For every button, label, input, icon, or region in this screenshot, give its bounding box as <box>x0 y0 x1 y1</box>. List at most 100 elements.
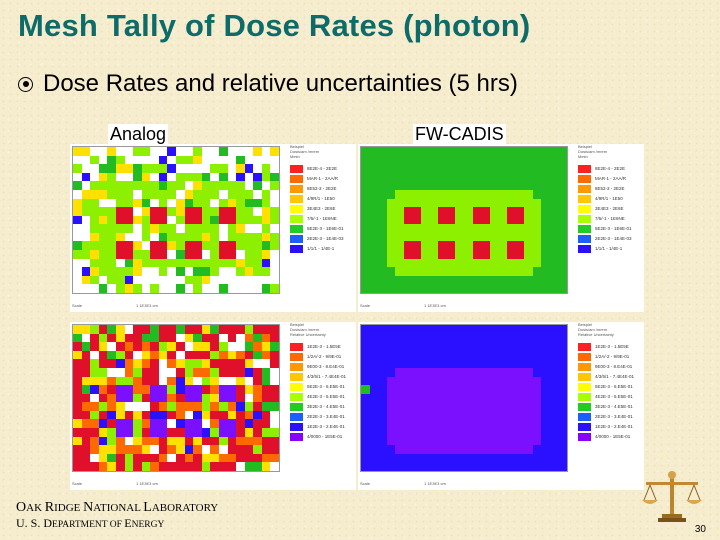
mesh-cell <box>158 198 168 208</box>
mesh-cell <box>90 325 100 335</box>
mesh-cell <box>541 462 551 472</box>
mesh-cell <box>361 164 371 174</box>
mesh-cell <box>395 250 405 260</box>
legend-entry: 1E2E-3 - 2.E4E-01 <box>290 422 352 432</box>
mesh-cell <box>150 359 160 369</box>
mesh-cell <box>73 436 83 446</box>
mesh-cell <box>472 333 482 343</box>
mesh-cell <box>489 155 499 165</box>
mesh-cell <box>150 385 160 395</box>
mesh-cell <box>455 325 465 335</box>
mesh-cell <box>141 385 151 395</box>
mesh-cell <box>124 419 134 429</box>
mesh-cell <box>541 367 551 378</box>
mesh-cell <box>73 342 83 352</box>
mesh-cell <box>193 198 203 208</box>
mesh-cell <box>124 147 134 157</box>
mesh-cell <box>81 376 91 386</box>
mesh-cell <box>403 232 413 242</box>
mesh-cell <box>201 342 211 352</box>
mesh-cell <box>158 462 168 472</box>
mesh-cell <box>403 215 413 225</box>
mesh-cell <box>218 342 228 352</box>
legend-entry: 4/9R/1 - 1E50 <box>290 194 352 204</box>
mesh-cell <box>506 189 516 200</box>
mesh-cell <box>558 333 568 343</box>
mesh-cell <box>253 333 263 343</box>
mesh-cell <box>489 164 499 174</box>
mesh-cell <box>549 402 559 412</box>
mesh-cell <box>395 393 405 403</box>
mesh-cell <box>378 342 388 352</box>
mesh-cell <box>515 258 525 268</box>
mesh-cell <box>141 198 151 208</box>
mesh-cell <box>524 393 534 403</box>
mesh-cell <box>124 385 134 395</box>
mesh-cell <box>481 258 491 268</box>
page-number: 30 <box>694 524 706 535</box>
mesh-cell <box>124 350 134 360</box>
legend-header-line: Relative Uncertainty <box>578 332 614 337</box>
mesh-cell <box>81 172 91 182</box>
mesh-cell <box>438 428 448 438</box>
mesh-cell <box>227 250 237 260</box>
mesh-cell <box>403 445 413 455</box>
mesh-cell <box>515 198 525 208</box>
mesh-cell <box>489 333 499 343</box>
mesh-cell <box>412 250 422 260</box>
mesh-cell <box>369 325 379 335</box>
mesh-cell <box>524 164 534 174</box>
mesh-cell <box>133 155 143 165</box>
mesh-cell <box>193 172 203 182</box>
mesh-cell <box>218 284 228 294</box>
mesh-cell <box>227 393 237 403</box>
mesh-cell <box>386 436 396 446</box>
mesh-cell <box>227 172 237 182</box>
mesh-cell <box>421 436 431 446</box>
mesh-cell <box>150 419 160 429</box>
mesh-cell <box>193 428 203 438</box>
legend-label: 8E52-3 - 2E2E <box>595 186 625 191</box>
mesh-cell <box>115 436 125 446</box>
mesh-cell <box>558 367 568 378</box>
mesh-cell <box>541 333 551 343</box>
mesh-cell <box>524 325 534 335</box>
mesh-cell <box>210 250 220 260</box>
mesh-cell <box>244 453 254 463</box>
mesh-cell <box>558 284 568 294</box>
mesh-cell <box>81 155 91 165</box>
mesh-cell <box>133 207 143 217</box>
mesh-cell <box>395 325 405 335</box>
mesh-cell <box>158 445 168 455</box>
mesh-cell <box>558 258 568 268</box>
mesh-cell <box>506 181 516 191</box>
mesh-cell <box>227 419 237 429</box>
legend-label: 1E2E-3 - 1.5E5E <box>307 344 341 349</box>
mesh-cell <box>98 385 108 395</box>
mesh-cell <box>141 333 151 343</box>
mesh-cell <box>141 258 151 268</box>
mesh-cell <box>253 453 263 463</box>
mesh-cell <box>489 172 499 182</box>
mesh-cell <box>167 428 177 438</box>
mesh-cell <box>98 342 108 352</box>
mesh-cell <box>489 428 499 438</box>
mesh-cell <box>193 436 203 446</box>
mesh-cell <box>236 172 246 182</box>
mesh-cell <box>438 445 448 455</box>
legend-swatch <box>578 403 591 411</box>
mesh-cell <box>438 284 448 294</box>
mesh-cell <box>115 172 125 182</box>
mesh-cell <box>412 198 422 208</box>
mesh-cell <box>464 359 474 369</box>
mesh-cell <box>167 258 177 268</box>
mesh-cell <box>201 250 211 260</box>
org-rest: AK <box>26 502 45 514</box>
mesh-cell <box>158 207 168 217</box>
mesh-cell <box>386 385 396 395</box>
mesh-cell <box>201 267 211 277</box>
mesh-cell <box>176 462 186 472</box>
mesh-cell <box>158 453 168 463</box>
mesh-cell <box>506 284 516 294</box>
mesh-cell <box>549 393 559 403</box>
